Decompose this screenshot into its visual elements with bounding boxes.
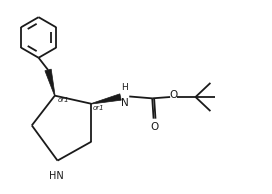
Text: O: O (150, 122, 159, 132)
Text: or1: or1 (57, 97, 69, 103)
Text: H: H (122, 83, 128, 92)
Text: O: O (169, 90, 177, 100)
Polygon shape (45, 69, 55, 96)
Text: or1: or1 (92, 105, 104, 111)
Polygon shape (91, 94, 121, 104)
Text: HN: HN (49, 171, 64, 181)
Text: N: N (121, 98, 129, 108)
